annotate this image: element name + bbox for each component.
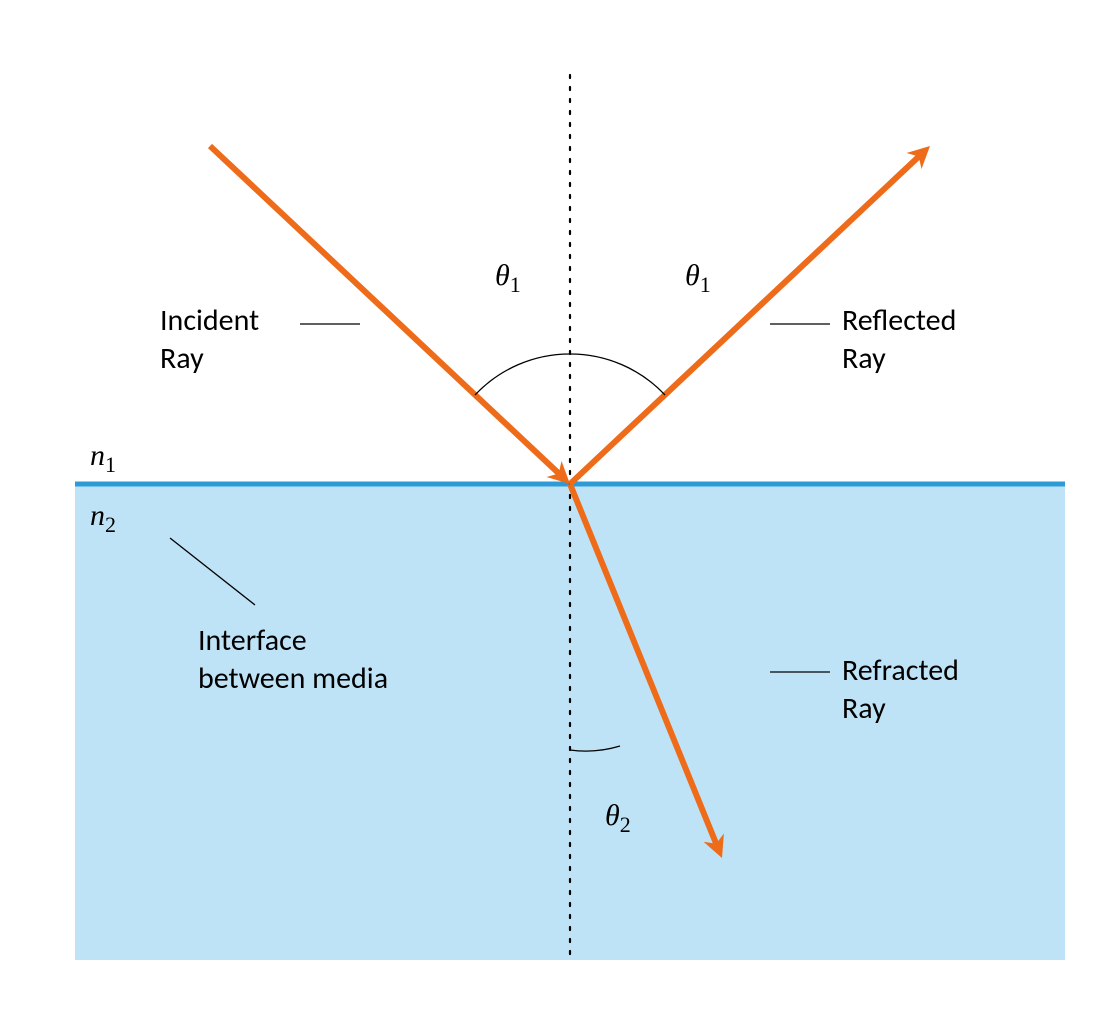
label-n1: n1 xyxy=(90,439,116,477)
refraction-diagram: θ1 θ1 θ2 n1 n2 Incident Ray Reflected Ra… xyxy=(0,0,1107,1011)
label-theta1-right: θ1 xyxy=(685,259,711,297)
arc-theta1-left xyxy=(475,354,570,395)
label-reflected-ray: Reflected Ray xyxy=(842,302,963,377)
arc-theta1-right xyxy=(570,354,665,395)
label-incident-ray: Incident Ray xyxy=(160,302,266,377)
label-theta1-left: θ1 xyxy=(495,259,521,297)
